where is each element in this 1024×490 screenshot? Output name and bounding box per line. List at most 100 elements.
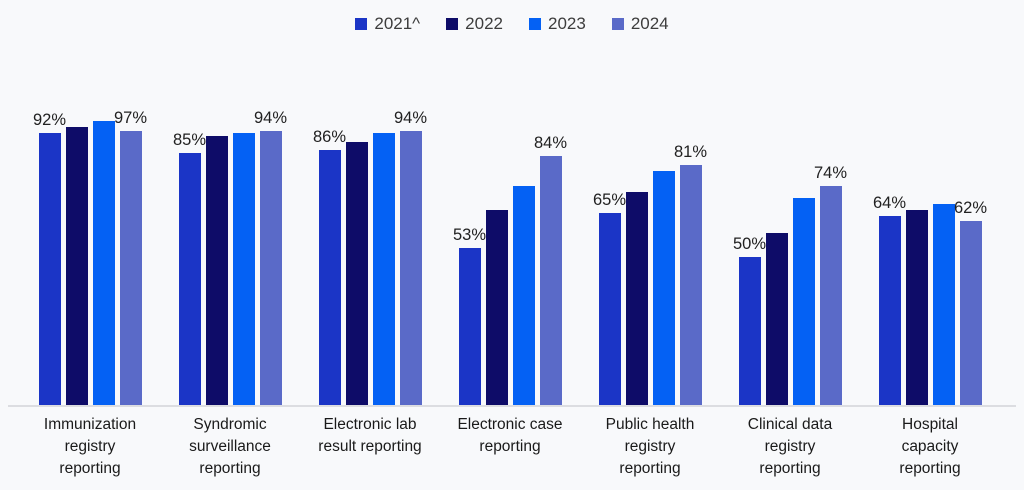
bar-2021 [178, 153, 201, 405]
bar-2024 [819, 185, 842, 405]
bar-column: 62% [954, 109, 987, 405]
bar-value-label: 97% [113, 109, 148, 127]
bar-column [65, 109, 88, 405]
category-label: Syndromic surveillance reporting [189, 416, 271, 477]
bar-group: 50% 74% [720, 109, 860, 405]
bar-value-label: 94% [253, 109, 288, 127]
category-label: Hospital capacity reporting [899, 416, 961, 477]
bar-2021 [738, 257, 761, 405]
bar-group: 65% 81% [580, 109, 720, 405]
bar-value-label: 86% [312, 128, 347, 147]
bar-group: 86% 94% [300, 109, 440, 405]
bar-column [792, 109, 815, 405]
bar-column: 65% [593, 109, 626, 405]
category-label: Electronic lab result reporting [318, 416, 422, 455]
bar-value-label: 53% [452, 226, 487, 245]
legend-item-2021: 2021^ [355, 14, 420, 34]
bar-2022 [485, 209, 508, 405]
bar-column [345, 109, 368, 405]
bar-2022 [905, 209, 928, 405]
bar-group: 53% 84% [440, 109, 580, 405]
legend-swatch-icon [446, 17, 459, 30]
bar-2021 [38, 132, 61, 405]
bar-column: 86% [313, 109, 346, 405]
bar-value-label: 85% [172, 131, 207, 150]
legend-item-2024: 2024 [611, 13, 669, 34]
bar-column [905, 109, 928, 405]
bar-column [625, 109, 648, 405]
bar-value-label: 74% [813, 163, 848, 182]
legend-swatch-icon [528, 17, 541, 30]
bar-column [232, 109, 255, 405]
bar-2021 [598, 212, 621, 405]
bar-2024 [119, 131, 142, 405]
x-axis-line [8, 405, 1016, 407]
bar-group: 64% 62% [860, 109, 1000, 405]
bar-column: 94% [254, 109, 287, 405]
category-label: Public health registry reporting [605, 416, 695, 477]
bar-2023 [372, 132, 395, 405]
bar-column: 74% [814, 109, 847, 405]
legend-item-2023: 2023 [528, 13, 586, 34]
bar-2024 [259, 131, 282, 405]
bar-2022 [345, 141, 368, 405]
bar-column [205, 109, 228, 405]
bar-column: 50% [733, 109, 766, 405]
bar-value-label: 50% [732, 235, 767, 253]
bar-column [652, 109, 675, 405]
bar-column: 94% [394, 109, 427, 405]
bar-2021 [318, 150, 341, 405]
bar-value-label: 92% [32, 110, 67, 129]
bar-column [932, 109, 955, 405]
bar-group: 85% 94% [160, 109, 300, 405]
bar-2023 [512, 185, 535, 405]
bar-value-label: 81% [673, 143, 708, 162]
bar-value-label: 84% [533, 134, 568, 153]
bar-2023 [932, 203, 955, 405]
bar-column [92, 109, 115, 405]
bar-2021 [878, 215, 901, 405]
bar-column: 53% [453, 109, 486, 405]
bar-column: 81% [674, 109, 707, 405]
bar-2024 [959, 221, 982, 405]
category-label: Clinical data registry reporting [747, 416, 833, 477]
bar-column: 84% [534, 109, 567, 405]
category-axis-labels: Immunization registry reporting Syndromic… [20, 414, 1000, 480]
bar-2023 [792, 197, 815, 405]
bar-value-label: 65% [592, 190, 627, 209]
bar-column: 64% [873, 109, 906, 405]
bar-column [485, 109, 508, 405]
bar-2022 [625, 191, 648, 405]
legend-label: 2022 [465, 13, 503, 33]
bar-column [765, 109, 788, 405]
bar-column [512, 109, 535, 405]
bar-2021 [458, 248, 481, 405]
legend-label: 2023 [547, 13, 586, 33]
category-label: Electronic case reporting [457, 416, 563, 455]
bar-2023 [92, 120, 115, 405]
bar-value-label: 64% [872, 193, 907, 212]
legend-swatch-icon [611, 17, 624, 30]
bar-column: 92% [33, 109, 66, 405]
bar-value-label: 94% [393, 109, 428, 127]
legend-label: 2021^ [374, 13, 421, 33]
bar-2024 [679, 165, 702, 405]
bar-value-label: 62% [953, 199, 988, 218]
bar-column: 97% [114, 109, 147, 405]
legend-swatch-icon [355, 17, 368, 30]
bar-column [372, 109, 395, 405]
legend-item-2022: 2022 [446, 14, 503, 34]
bar-2022 [205, 135, 228, 405]
bar-2023 [232, 132, 255, 405]
bar-2023 [652, 171, 675, 405]
bar-column: 85% [173, 109, 206, 405]
bar-group: 92% 97% [20, 109, 160, 405]
category-label: Immunization registry reporting [43, 416, 137, 477]
legend-label: 2024 [630, 13, 669, 33]
bar-2022 [765, 233, 788, 405]
bar-2022 [65, 126, 88, 405]
bar-2024 [539, 156, 562, 405]
chart-legend: 2021^ 2022 2023 2024 [0, 0, 1024, 34]
bar-chart-plot-area: 92% 97% 85% 94% 86% 94% 53% 84% 65% 81% 50% 74% 64% 6… [20, 109, 1000, 405]
bar-2024 [399, 131, 422, 405]
